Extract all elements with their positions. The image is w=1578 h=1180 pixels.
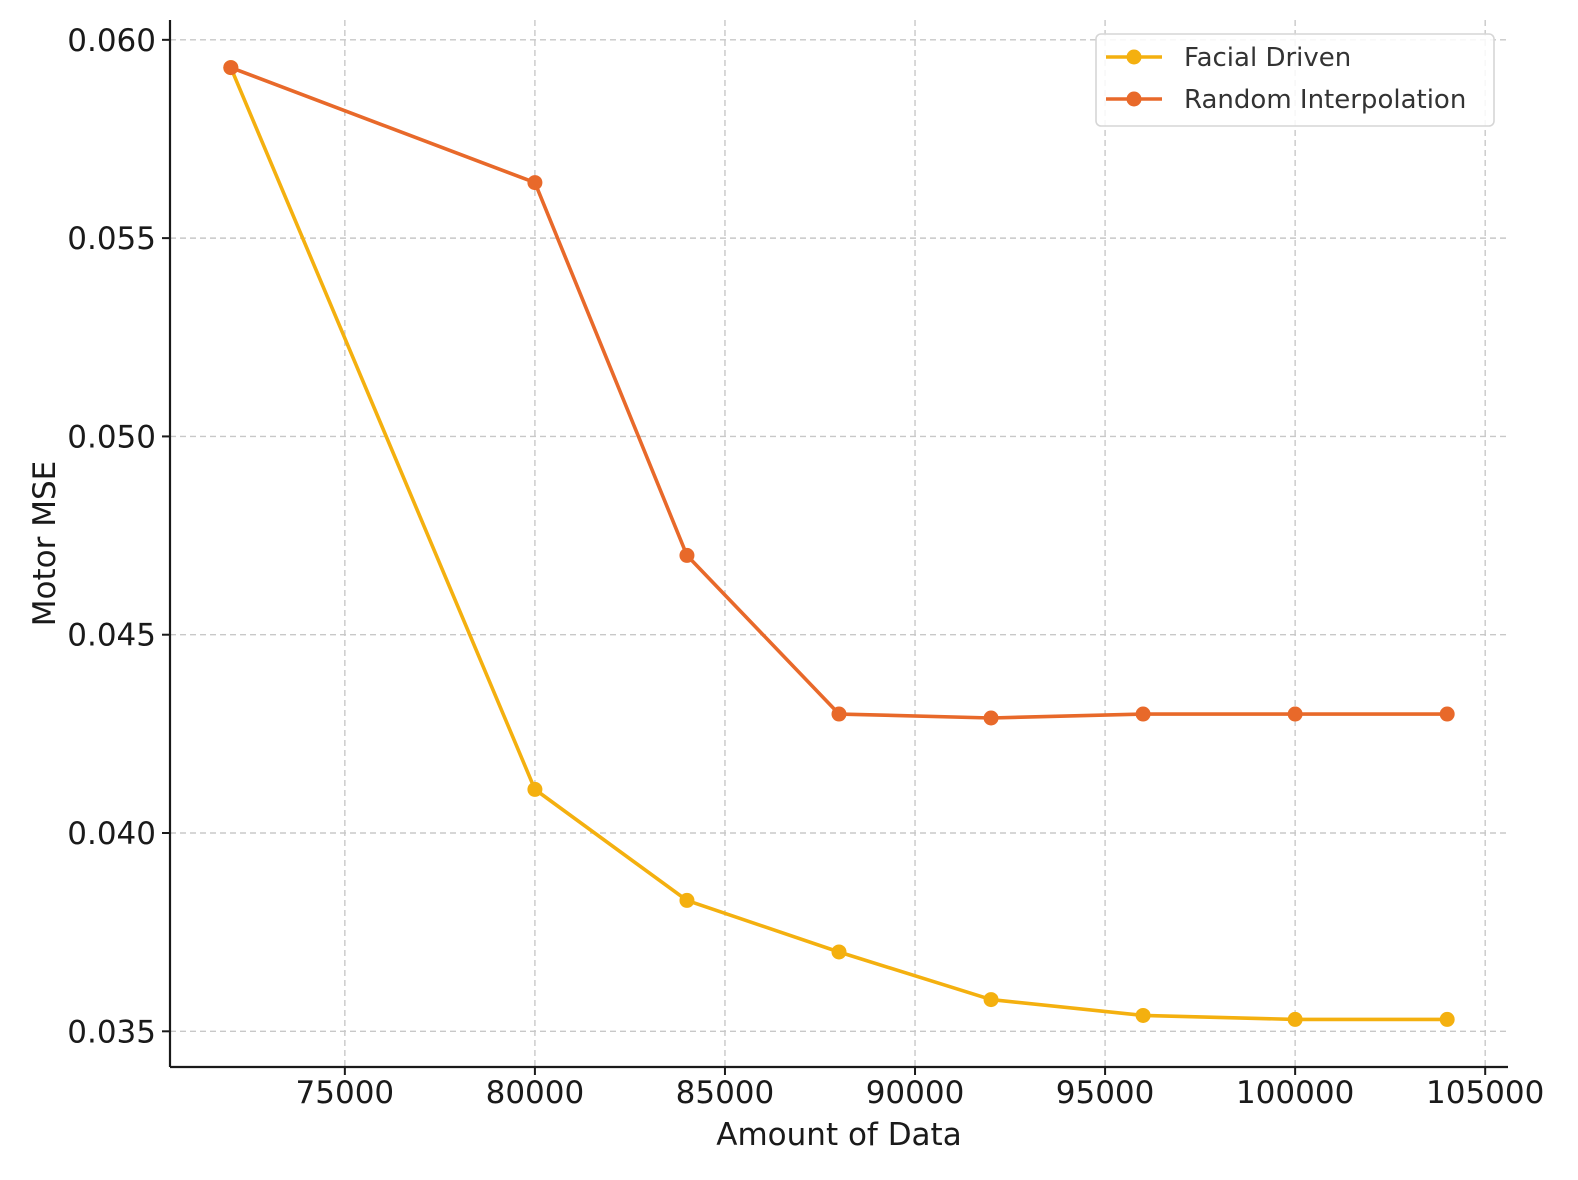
data-point-random-interpolation bbox=[223, 60, 239, 76]
data-point-facial-driven bbox=[1135, 1007, 1151, 1023]
series-facial-driven bbox=[223, 60, 1455, 1027]
data-point-random-interpolation bbox=[983, 710, 999, 726]
y-axis-title: Motor MSE bbox=[27, 461, 63, 626]
data-point-random-interpolation bbox=[1287, 706, 1303, 722]
legend: Facial Driven Random Interpolation bbox=[1095, 33, 1495, 127]
data-point-facial-driven bbox=[831, 944, 847, 960]
data-point-random-interpolation bbox=[1135, 706, 1151, 722]
data-point-facial-driven bbox=[679, 892, 695, 908]
legend-box bbox=[1095, 33, 1495, 127]
x-tick-label: 100000 bbox=[1236, 1075, 1354, 1111]
x-tick-label: 95000 bbox=[1056, 1075, 1155, 1111]
legend-label: Random Interpolation bbox=[1184, 85, 1466, 115]
legend-item-facial-driven: Facial Driven bbox=[1106, 43, 1351, 73]
x-tick-label: 90000 bbox=[866, 1075, 965, 1111]
y-tick-label: 0.060 bbox=[67, 23, 156, 59]
x-tick-label: 75000 bbox=[296, 1075, 395, 1111]
series-line-random-interpolation bbox=[229, 65, 1449, 720]
data-point-random-interpolation bbox=[679, 547, 695, 563]
x-tick-label: 80000 bbox=[486, 1075, 585, 1111]
y-tick-label: 0.055 bbox=[67, 221, 156, 257]
data-point-random-interpolation bbox=[831, 706, 847, 722]
series-random-interpolation bbox=[223, 60, 1455, 726]
data-point-random-interpolation bbox=[1439, 706, 1455, 722]
x-axis-title: Amount of Data bbox=[716, 1117, 961, 1153]
legend-swatch-marker bbox=[1126, 91, 1142, 107]
legend-item-random-interpolation: Random Interpolation bbox=[1106, 85, 1466, 115]
series-line-facial-driven bbox=[229, 65, 1449, 1022]
y-tick-label: 0.040 bbox=[67, 816, 156, 852]
y-tick-label: 0.050 bbox=[67, 419, 156, 455]
data-point-random-interpolation bbox=[527, 175, 543, 191]
axes: 75000 80000 85000 90000 95000 100000 105000 0.0… bbox=[67, 20, 1544, 1111]
data-point-facial-driven bbox=[1287, 1011, 1303, 1027]
data-point-facial-driven bbox=[1439, 1011, 1455, 1027]
data-point-facial-driven bbox=[527, 781, 543, 797]
legend-label: Facial Driven bbox=[1184, 43, 1351, 73]
x-tick-label: 105000 bbox=[1426, 1075, 1544, 1111]
grid bbox=[170, 20, 1508, 1067]
y-tick-label: 0.035 bbox=[67, 1014, 156, 1050]
series-layer bbox=[223, 60, 1455, 1027]
y-tick-label: 0.045 bbox=[67, 618, 156, 654]
legend-swatch-marker bbox=[1126, 49, 1142, 65]
x-tick-label: 85000 bbox=[676, 1075, 775, 1111]
data-point-facial-driven bbox=[983, 992, 999, 1008]
